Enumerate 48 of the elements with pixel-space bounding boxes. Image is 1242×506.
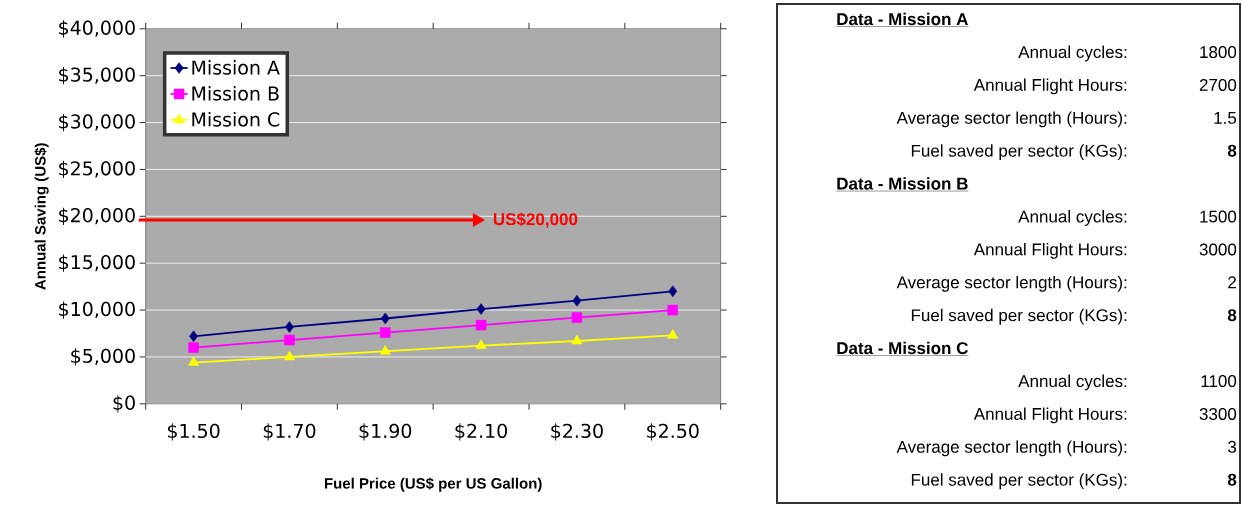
y-tick-label: $25,000 xyxy=(59,160,135,179)
text: 8 xyxy=(1227,309,1237,322)
y-tick-label: $0 xyxy=(113,395,135,413)
y-tick-label: $35,000 xyxy=(59,67,135,85)
text: Fuel saved per sector (KGs): xyxy=(911,473,1127,490)
x-tick-label: $1.70 xyxy=(263,423,316,441)
text: Data - Mission C xyxy=(837,341,968,355)
text: 8 xyxy=(1227,144,1237,157)
x-tick-label: $1.90 xyxy=(359,423,412,441)
y-tick-label: $20,000 xyxy=(59,207,135,225)
text: 3300 xyxy=(1199,407,1237,420)
annotation: US$20,000 xyxy=(493,212,578,228)
text: 3 xyxy=(1228,440,1237,453)
text: Data - Mission B xyxy=(837,177,968,190)
x-tick-label: $2.10 xyxy=(455,423,507,441)
x-tick-label: $2.30 xyxy=(551,423,603,441)
y-tick-label: $10,000 xyxy=(59,301,135,319)
text: Annual cycles: xyxy=(1018,45,1127,62)
y-tick-label: $5,000 xyxy=(71,348,135,366)
y-axis-title: Annual Saving (US$) xyxy=(34,143,49,290)
text: Annual Flight Hours: xyxy=(973,407,1127,424)
text: Fuel saved per sector (KGs): xyxy=(911,144,1127,161)
text: 1100 xyxy=(1201,375,1237,388)
y-tick-label: $15,000 xyxy=(59,254,135,272)
text: Data - Mission A xyxy=(837,12,968,26)
legend-label: Mission B xyxy=(192,86,279,101)
text: Average sector length (Hours): xyxy=(896,111,1127,128)
text: 1500 xyxy=(1200,210,1237,223)
x-tick-label: $1.50 xyxy=(167,423,220,441)
text: 8 xyxy=(1227,473,1237,486)
text: Average sector length (Hours): xyxy=(896,275,1127,292)
y-tick-label: $30,000 xyxy=(59,113,135,132)
text: Fuel saved per sector (KGs): xyxy=(911,308,1127,325)
text: 2700 xyxy=(1199,78,1237,91)
legend-label: Mission C xyxy=(192,111,280,127)
text: Annual cycles: xyxy=(1018,210,1127,226)
legend-label: Mission A xyxy=(192,60,280,75)
text: Annual Flight Hours: xyxy=(973,242,1127,259)
text: 1.5 xyxy=(1214,112,1237,124)
text: Annual cycles: xyxy=(1018,374,1127,391)
text: Annual Flight Hours: xyxy=(973,78,1127,95)
y-tick-label: $40,000 xyxy=(59,20,135,38)
x-axis-title: Fuel Price (US$ per US Gallon) xyxy=(324,477,542,492)
text: 2 xyxy=(1228,276,1236,289)
x-tick-label: $2.50 xyxy=(647,423,699,441)
text: 3000 xyxy=(1199,243,1237,256)
text: 1800 xyxy=(1200,46,1237,59)
text: Average sector length (Hours): xyxy=(896,440,1127,457)
